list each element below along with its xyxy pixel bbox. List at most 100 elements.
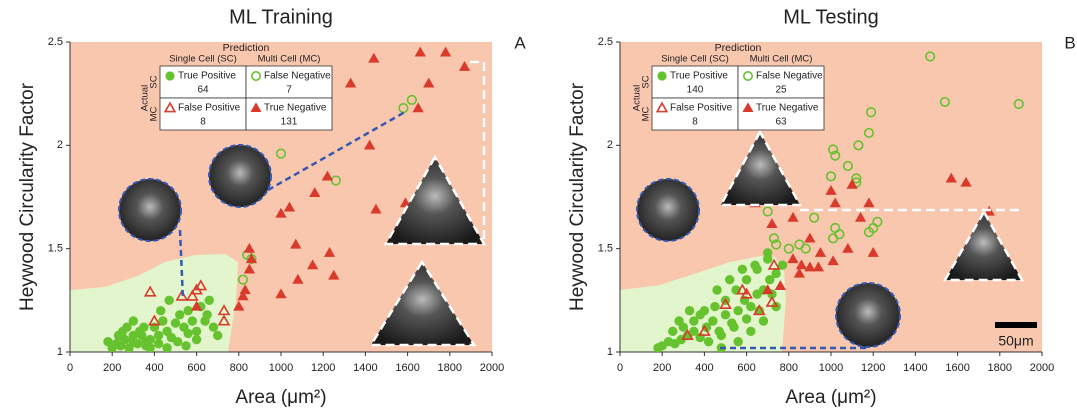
chart-title: ML Training bbox=[229, 6, 333, 28]
matrix-column: Multi Cell (MC) bbox=[750, 54, 813, 65]
marker bbox=[814, 247, 827, 257]
marker bbox=[217, 304, 231, 316]
marker bbox=[283, 201, 296, 212]
x-tick-label: 1200 bbox=[861, 362, 885, 374]
marker bbox=[854, 211, 867, 222]
x-tick-label: 0 bbox=[617, 362, 623, 374]
marker bbox=[458, 61, 471, 71]
marker bbox=[853, 140, 864, 151]
marker bbox=[321, 170, 334, 181]
x-tick-label: 800 bbox=[780, 362, 798, 374]
marker bbox=[804, 261, 816, 272]
x-tick-label: 600 bbox=[187, 362, 205, 374]
marker bbox=[163, 101, 177, 113]
marker bbox=[752, 304, 766, 316]
marker bbox=[245, 253, 258, 264]
marker bbox=[439, 46, 452, 57]
marker bbox=[793, 267, 805, 278]
marker bbox=[307, 259, 319, 270]
matrix-cell bbox=[737, 97, 825, 131]
marker bbox=[113, 330, 124, 341]
matrix-row: SC bbox=[641, 75, 652, 88]
marker bbox=[737, 264, 748, 275]
y-tick-label: 1 bbox=[57, 346, 63, 358]
marker bbox=[243, 242, 255, 253]
matrix-cell bbox=[651, 65, 739, 99]
marker bbox=[132, 339, 143, 349]
legend-count: 7 bbox=[286, 85, 292, 96]
marker bbox=[829, 197, 841, 208]
marker bbox=[804, 232, 816, 243]
marker bbox=[170, 318, 181, 328]
marker bbox=[175, 289, 189, 301]
marker bbox=[733, 305, 743, 316]
marker bbox=[863, 197, 875, 208]
legend-count: 8 bbox=[692, 117, 698, 128]
y-axis-label: Heywood Circularity Factor bbox=[17, 82, 38, 311]
marker bbox=[742, 71, 753, 82]
marker bbox=[190, 300, 203, 311]
marker bbox=[412, 102, 424, 113]
marker bbox=[746, 301, 756, 312]
marker bbox=[275, 207, 287, 218]
marker bbox=[795, 259, 808, 270]
marker bbox=[825, 171, 837, 182]
marker bbox=[742, 102, 754, 113]
marker bbox=[809, 212, 820, 223]
x-tick-label: 1400 bbox=[903, 362, 927, 374]
marker bbox=[719, 297, 732, 309]
marker bbox=[684, 305, 695, 316]
marker bbox=[681, 328, 694, 340]
marker bbox=[828, 144, 839, 155]
marker bbox=[867, 247, 879, 257]
marker bbox=[777, 260, 788, 270]
x-axis-label: Area (μm²) bbox=[235, 387, 326, 408]
marker bbox=[398, 103, 409, 114]
matrix-row-title: Actual bbox=[140, 85, 151, 111]
x-tick-label: 2000 bbox=[480, 362, 504, 374]
marker bbox=[768, 233, 780, 244]
panel-label: B bbox=[1064, 33, 1075, 52]
marker bbox=[175, 310, 185, 320]
marker bbox=[128, 316, 139, 326]
marker bbox=[204, 295, 214, 306]
legend-count: 64 bbox=[197, 85, 209, 96]
marker bbox=[765, 295, 779, 307]
marker bbox=[162, 343, 172, 352]
marker bbox=[172, 336, 183, 347]
marker bbox=[960, 176, 972, 187]
marker bbox=[657, 71, 667, 81]
marker bbox=[406, 94, 417, 105]
points bbox=[653, 51, 1024, 352]
marker bbox=[720, 310, 731, 320]
marker bbox=[655, 101, 669, 113]
marker bbox=[698, 324, 711, 336]
marker bbox=[695, 310, 705, 320]
x-axis-label: Area (μm²) bbox=[785, 387, 876, 408]
marker bbox=[825, 185, 837, 195]
marker bbox=[668, 326, 678, 337]
marker bbox=[143, 285, 157, 297]
marker bbox=[765, 274, 775, 285]
matrix-row: MC bbox=[641, 106, 652, 121]
marker bbox=[194, 279, 208, 291]
legend-label: False Positive bbox=[178, 103, 241, 114]
marker bbox=[846, 178, 858, 189]
marker bbox=[842, 242, 854, 253]
marker bbox=[834, 229, 845, 240]
marker bbox=[233, 300, 245, 311]
legend-count: 140 bbox=[687, 85, 704, 96]
marker bbox=[328, 269, 340, 280]
marker bbox=[689, 326, 699, 337]
marker bbox=[746, 326, 756, 337]
cell-images bbox=[118, 60, 1025, 350]
legend-label: False Negative bbox=[264, 71, 331, 82]
marker bbox=[153, 330, 164, 341]
marker bbox=[237, 274, 249, 285]
marker bbox=[186, 289, 199, 301]
marker bbox=[156, 305, 166, 316]
marker bbox=[212, 330, 223, 341]
